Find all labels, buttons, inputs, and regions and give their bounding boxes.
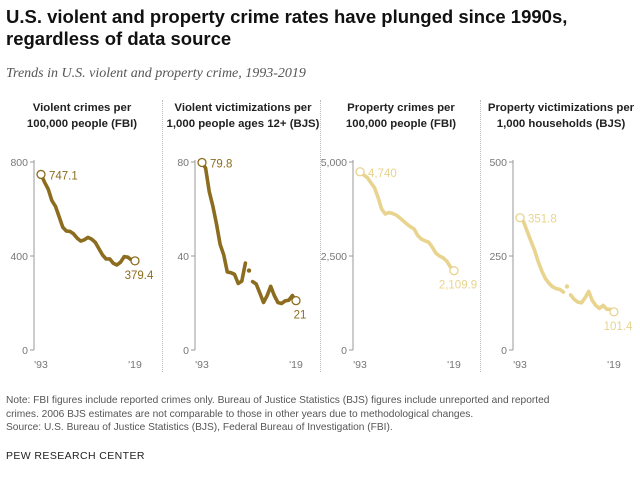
panel-property-bjs: Property victimizations per 1,000 househo… [481,100,640,376]
source-line: Source: U.S. Bureau of Justice Statistic… [6,422,393,434]
y-tick-label: 500 [489,157,507,169]
panel-property-fbi: Property crimes per 100,000 people (FBI) … [321,100,481,376]
note-line-1: Note: FBI figures include reported crime… [6,395,550,406]
panel-violent-fbi: Violent crimes per 100,000 people (FBI) 0… [2,100,162,376]
x-tick-label: '19 [607,359,621,371]
panel-divider [162,100,163,372]
end-value-label: 21 [294,310,307,322]
footnote: Note: FBI figures include reported crime… [6,394,634,435]
end-value-label: 2,109.9 [439,280,477,292]
endpoint-marker [515,213,525,223]
x-tick-label: '19 [128,359,142,371]
plot-svg: 0 400 800 '93 '19 747.1 379.4 [10,157,154,371]
series-line [39,172,137,267]
panel-title-line2: 1,000 households (BJS) [496,118,626,130]
panel-title-line1: Violent victimizations per [174,102,312,114]
end-value-label: 101.4 [604,321,633,333]
endpoint-marker [291,295,301,306]
x-tick-label: '19 [289,359,303,371]
y-tick-label: 250 [489,251,507,263]
panel-title-line2: 1,000 people ages 12+ (BJS) [166,118,320,130]
series-line [568,289,616,314]
panel-divider [320,100,321,372]
panel-title: Violent crimes per 100,000 people (FBI) [2,100,162,132]
series-point-2006 [246,268,252,273]
panel-title: Property victimizations per 1,000 househo… [481,100,640,132]
panel-divider [480,100,481,372]
chart-title: U.S. violent and property crime rates ha… [6,6,568,49]
brand-logo-text: PEW RESEARCH CENTER [6,450,145,462]
start-value-label: 747.1 [49,170,78,182]
plot-svg: 0 2,500 5,000 '93 '19 4,740 2,109.9 [321,157,477,371]
start-value-label: 79.8 [210,158,232,170]
y-tick-label: 5,000 [321,157,347,169]
panel-title: Violent victimizations per 1,000 people a… [163,100,323,132]
note-line-2: crimes. 2006 BJS estimates are not compa… [6,408,474,420]
panel-title-line1: Property crimes per [347,102,455,114]
panel-title-line2: 100,000 people (FBI) [345,118,457,130]
x-tick-label: '93 [353,359,367,371]
x-tick-label: '93 [195,359,209,371]
endpoint-marker [36,169,46,180]
series-line [358,170,456,273]
x-tick-label: '93 [513,359,527,371]
plot-svg: 0 40 80 '93 '19 79.8 21 [177,157,307,371]
end-value-label: 379.4 [125,270,154,282]
panel-title-line1: Property victimizations per [487,102,635,114]
start-value-label: 4,740 [368,168,397,180]
endpoint-marker [609,307,619,317]
y-tick-label: 800 [10,157,28,169]
y-tick-label: 0 [501,345,507,357]
x-tick-label: '19 [447,359,461,371]
y-tick-label: 40 [177,251,189,263]
series-line [250,279,298,306]
chart-subtitle: Trends in U.S. violent and property crim… [6,66,306,81]
panel-violent-bjs: Violent victimizations per 1,000 people a… [163,100,323,376]
y-tick-label: 0 [22,345,28,357]
x-tick-label: '93 [34,359,48,371]
series-line [200,160,248,286]
panel-title: Property crimes per 100,000 people (FBI) [321,100,481,132]
endpoint-marker [355,167,365,177]
panel-title-line2: 100,000 people (FBI) [26,118,138,130]
y-tick-label: 80 [177,157,189,169]
panel-title-line1: Violent crimes per [32,102,132,114]
y-tick-label: 0 [341,345,347,357]
series-point-2006 [564,284,570,289]
series-line [518,215,566,294]
plot-svg: 0 250 500 '93 '19 351.8 101.4 [489,157,633,371]
endpoint-marker [197,157,207,168]
y-tick-label: 2,500 [321,251,347,263]
y-tick-label: 400 [10,251,28,263]
start-value-label: 351.8 [528,214,557,226]
endpoint-marker [130,256,140,266]
endpoint-marker [449,266,459,276]
y-tick-label: 0 [183,345,189,357]
